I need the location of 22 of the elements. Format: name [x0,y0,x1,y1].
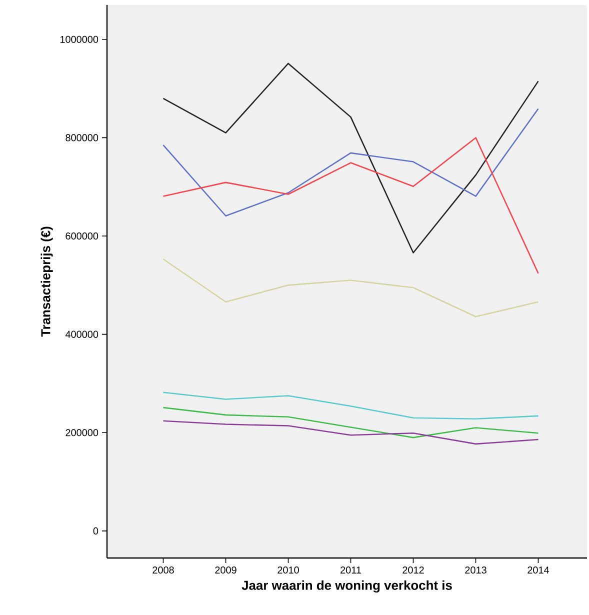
line-series [162,108,539,217]
x-tick-label: 2011 [340,566,361,574]
y-axis-title: Transactieprijs (€) [40,226,53,337]
line-series [162,420,539,445]
y-tick-label: 400000 [65,330,98,338]
x-axis-title: Jaar waarin de woning verkocht is [242,580,452,593]
line-series [162,62,539,254]
x-tick-label: 2010 [278,566,299,574]
y-tick-label: 1000000 [60,36,98,43]
line-series [162,258,539,318]
x-tick-label: 2014 [528,566,550,574]
y-tick-label: 600000 [66,232,98,240]
line-series [162,392,539,420]
line-series [162,406,539,438]
x-tick-label: 2013 [465,566,486,574]
y-tick-label: 800000 [66,134,98,142]
line-series [162,137,539,274]
x-tick-label: 2008 [152,566,174,574]
x-tick-label: 2009 [215,566,236,574]
x-tick-label: 2012 [402,566,424,574]
y-tick-label: 200000 [66,429,98,436]
y-tick-label: 0 [93,527,98,534]
